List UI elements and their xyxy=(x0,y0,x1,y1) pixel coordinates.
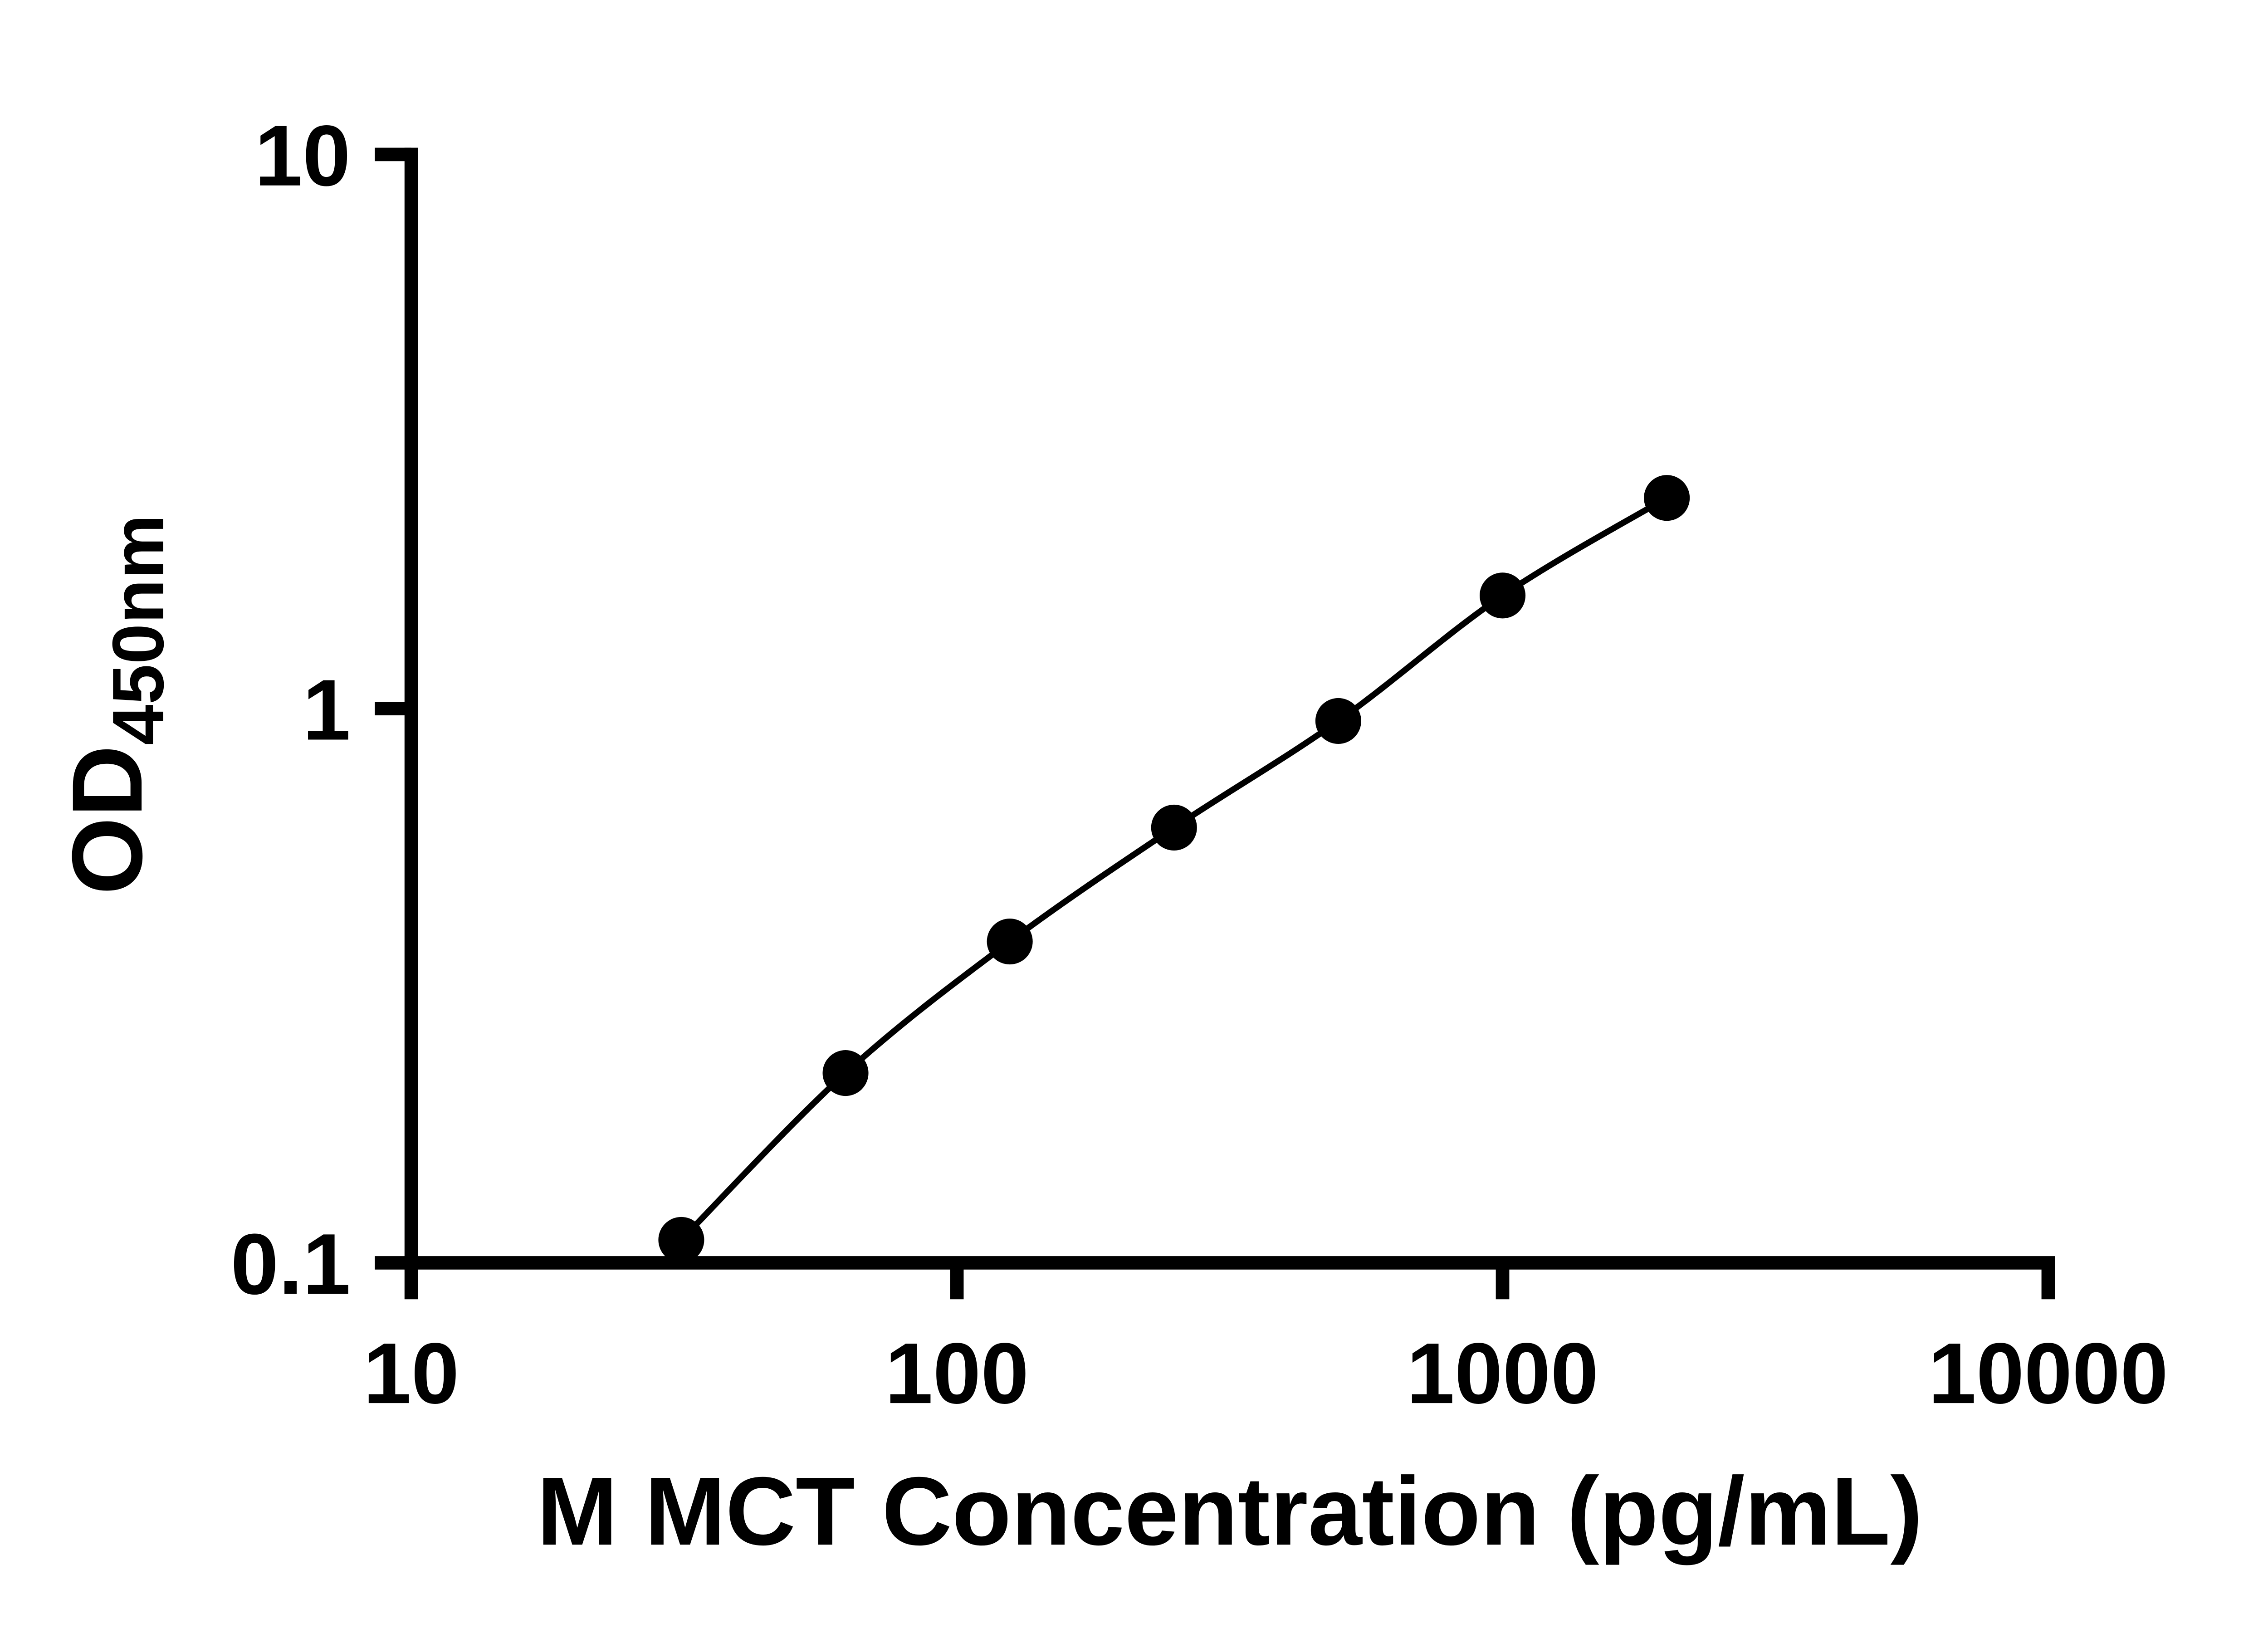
y-tick-label: 10 xyxy=(254,108,351,204)
data-point xyxy=(1315,698,1361,744)
data-point xyxy=(1479,572,1526,619)
x-axis-title: M MCT Concentration (pg/mL) xyxy=(537,1457,1922,1565)
data-point xyxy=(822,1050,869,1096)
y-tick-label: 0.1 xyxy=(230,1216,350,1312)
y-axis-title-main: OD xyxy=(51,745,163,895)
data-point xyxy=(658,1217,704,1263)
data-point xyxy=(1151,804,1197,851)
data-point xyxy=(987,919,1033,965)
x-tick-label: 100 xyxy=(885,1325,1029,1422)
y-axis-title-subscript: 450nm xyxy=(98,514,179,745)
data-point xyxy=(1644,475,1690,521)
x-tick-label: 10000 xyxy=(1928,1325,2168,1422)
y-axis-title: OD450nm xyxy=(51,514,179,895)
x-tick-label: 10 xyxy=(363,1325,459,1422)
x-tick-label: 1000 xyxy=(1407,1325,1598,1422)
plot-area: 10 100 1000 10000 0.1 1 10 xyxy=(230,108,2168,1422)
y-tick-label: 1 xyxy=(303,662,351,758)
